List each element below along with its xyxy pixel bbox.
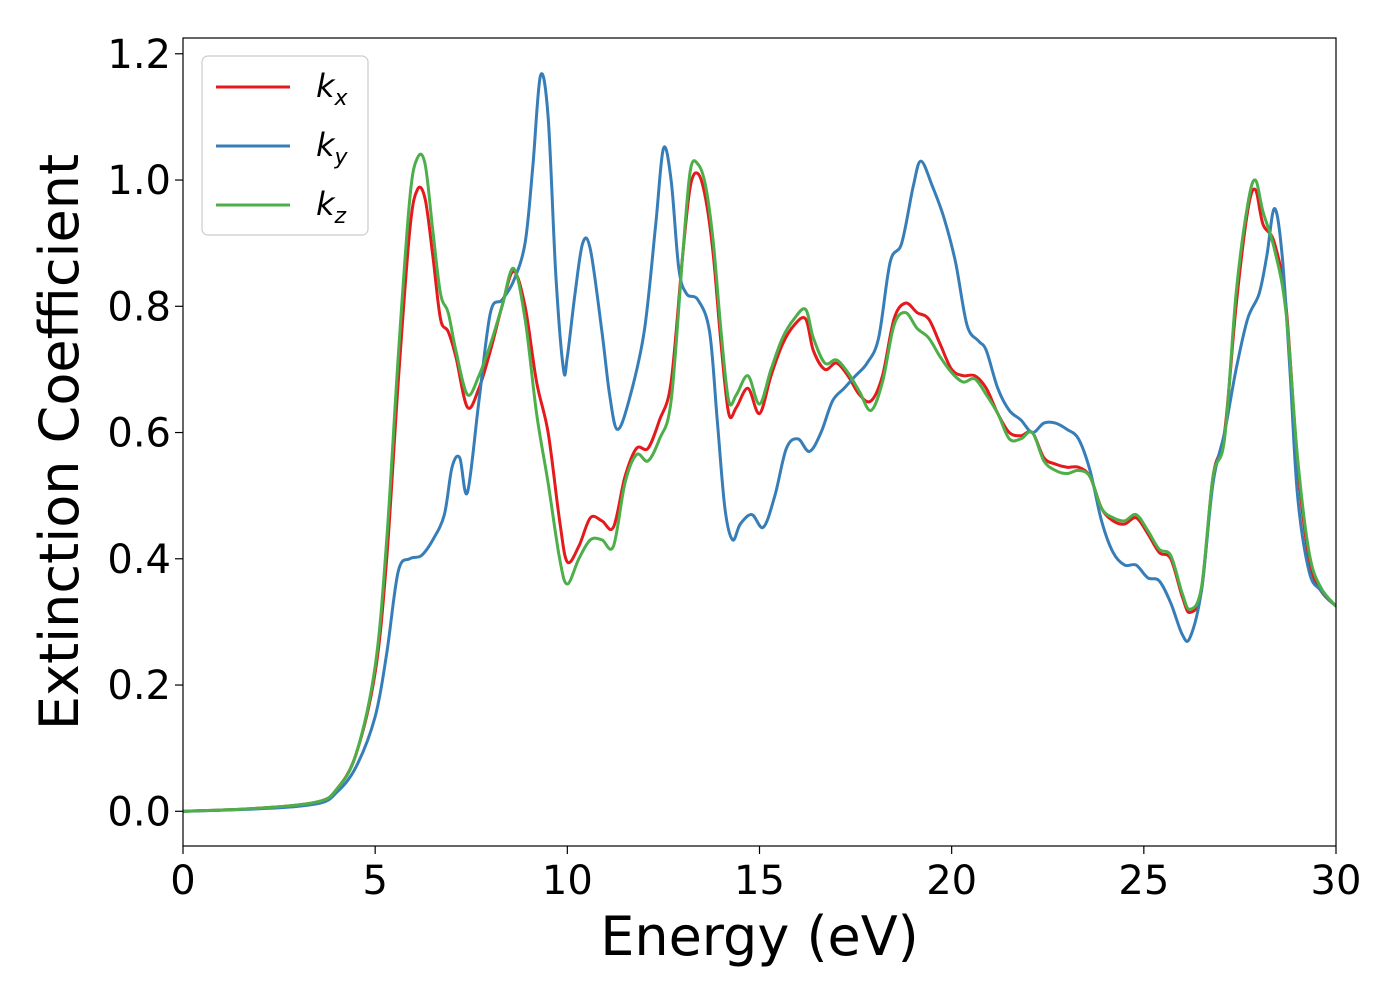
y-tick-label: 0.4 [107, 537, 171, 583]
legend-label-kx: kx [316, 67, 349, 111]
legend-label-kz: kz [316, 185, 347, 229]
series-layer [183, 72, 1336, 813]
y-tick-label: 0.2 [107, 663, 171, 709]
legend-label-subscript: z [334, 204, 347, 229]
legend-label-base: k [316, 67, 336, 105]
series-line-kx [183, 171, 1336, 813]
x-tick-label: 0 [170, 858, 195, 904]
legend-label-ky: ky [316, 126, 349, 170]
x-axis-label: Energy (eV) [600, 905, 919, 968]
series-line-ky [183, 72, 1336, 813]
x-tick-label: 20 [926, 858, 977, 904]
x-tick-label: 10 [542, 858, 593, 904]
ticks-layer: 0 5 10 15 20 25 30 0.0 0.2 0.4 0.6 0.8 1.0 1.2 [107, 32, 1361, 904]
series-line-kz [183, 152, 1336, 813]
y-axis-label: Extinction Coefficient [28, 154, 91, 730]
x-tick-label: 15 [734, 858, 785, 904]
legend-label-base: k [316, 126, 336, 164]
y-tick-label: 1.2 [107, 32, 171, 78]
y-tick-label: 1.0 [107, 158, 171, 204]
x-tick-label: 5 [362, 858, 387, 904]
legend-label-subscript: x [334, 86, 349, 111]
y-tick-label: 0.6 [107, 411, 171, 457]
legend-label-base: k [316, 185, 336, 223]
x-tick-label: 30 [1311, 858, 1362, 904]
legend-label-subscript: y [334, 145, 349, 170]
y-tick-label: 0.8 [107, 284, 171, 330]
y-tick-label: 0.0 [107, 789, 171, 835]
x-tick-label: 25 [1118, 858, 1169, 904]
